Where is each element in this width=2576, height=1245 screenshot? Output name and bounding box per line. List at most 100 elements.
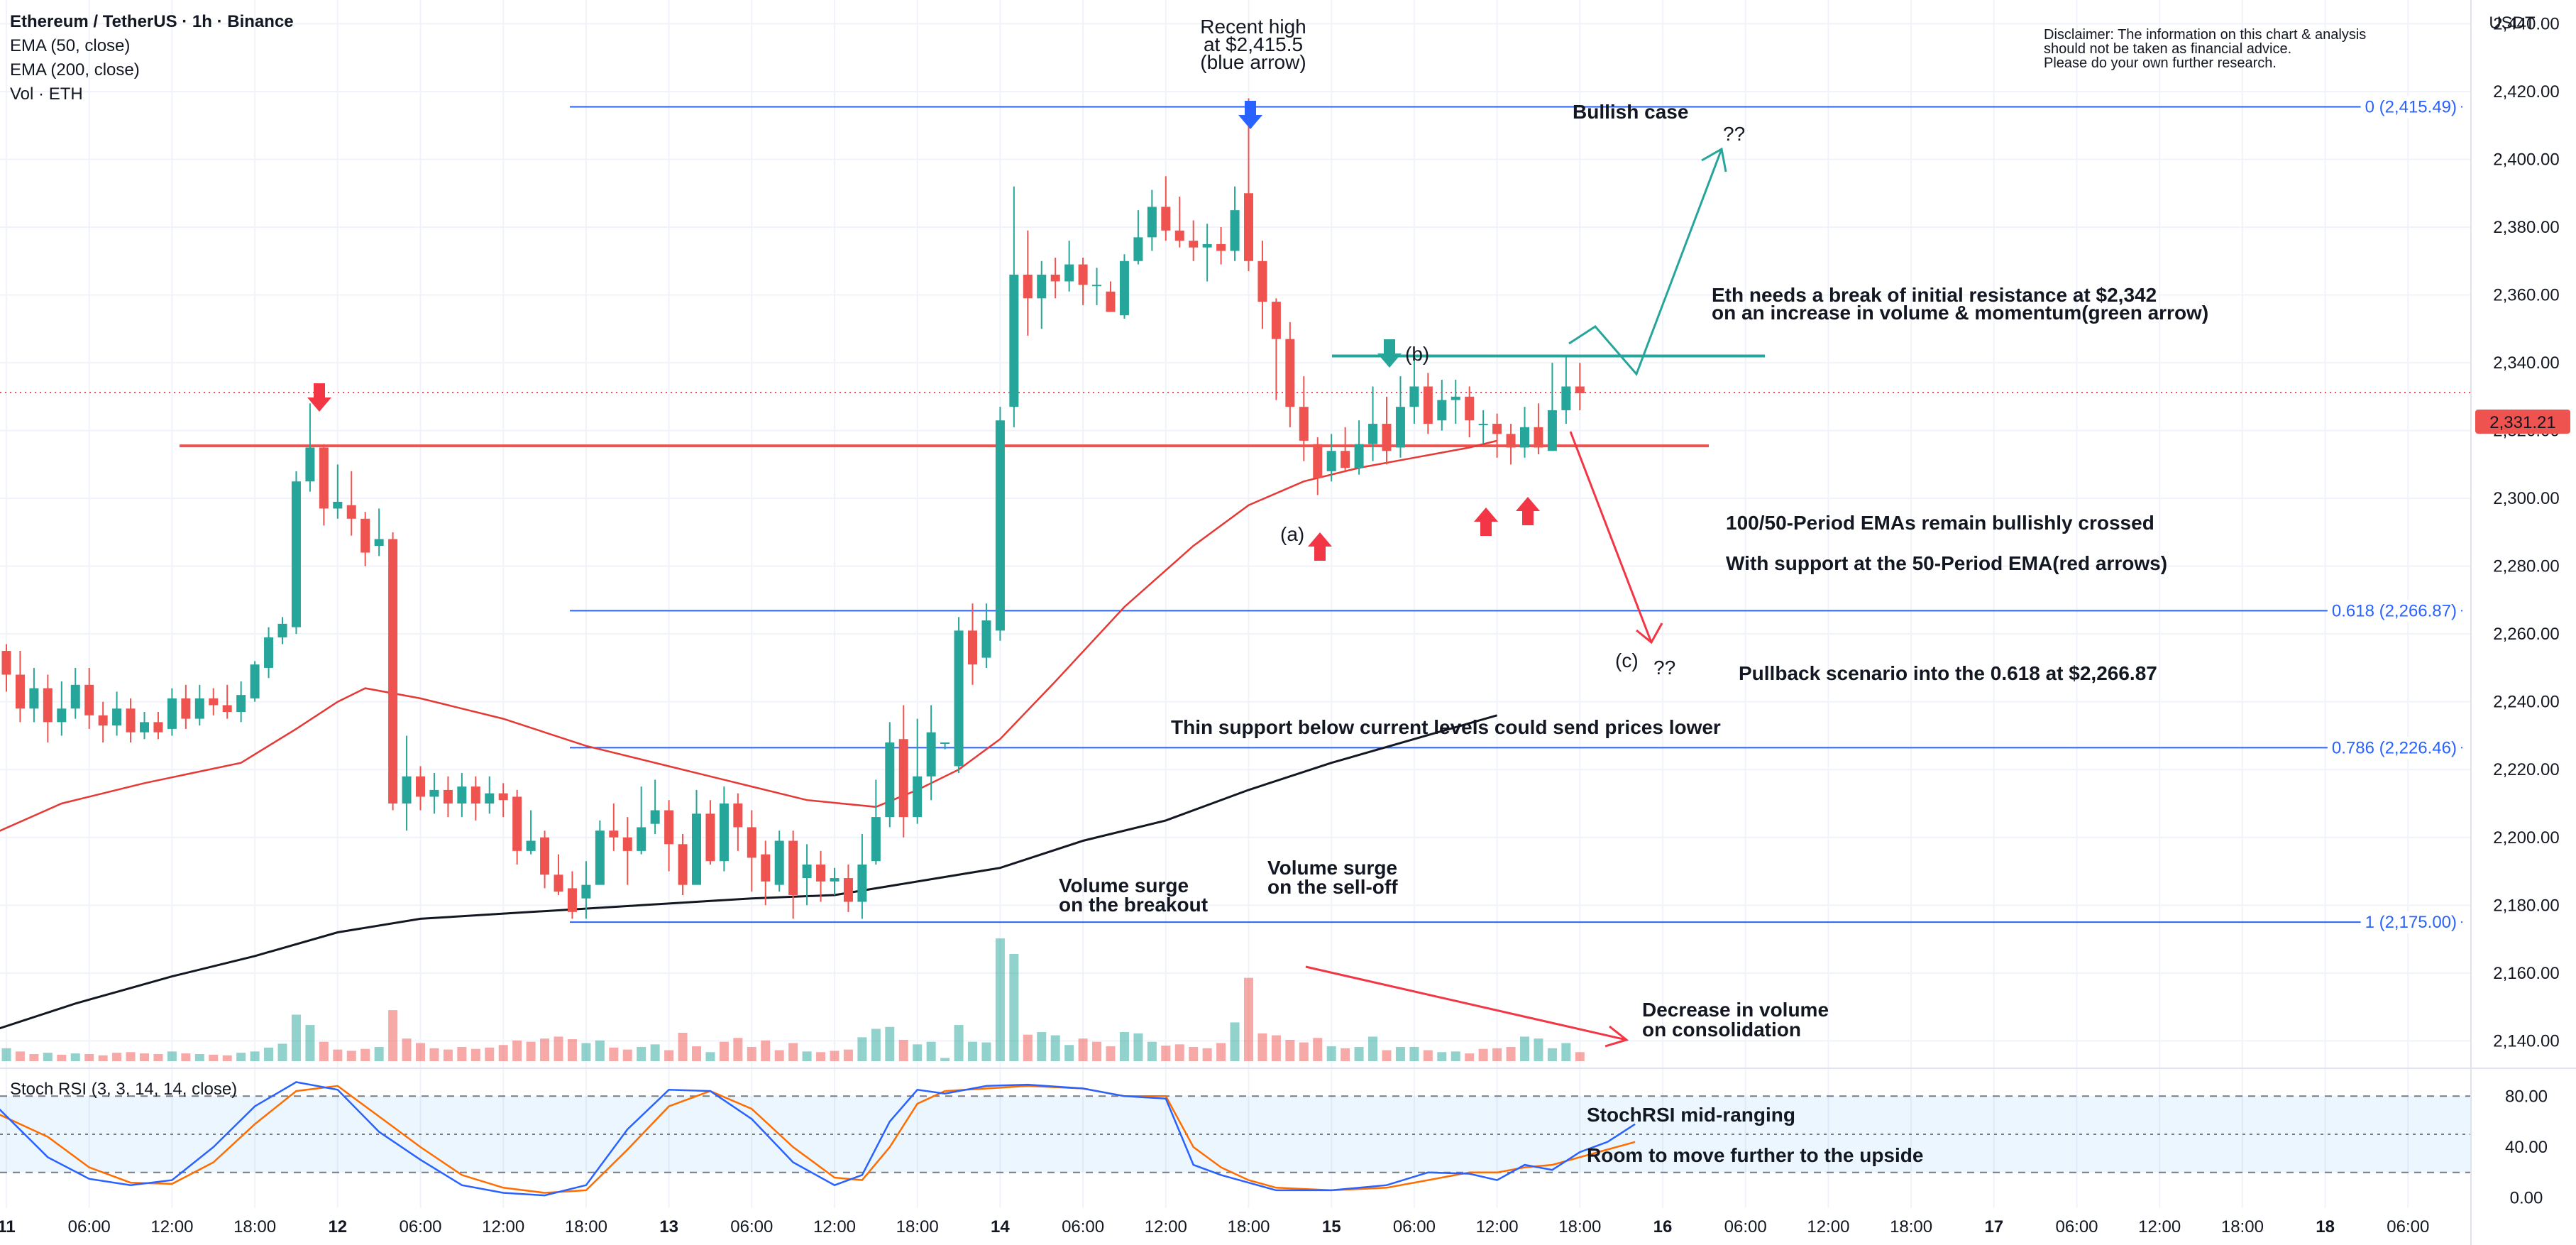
fib-label: 0 (2,415.49): [2365, 98, 2457, 117]
candle-body: [678, 844, 688, 885]
volume-bar: [250, 1051, 260, 1061]
candle-body: [181, 698, 191, 719]
currency-label: USDT: [2489, 13, 2536, 33]
time-tick-label: 14: [991, 1217, 1010, 1236]
price-tick-label: 2,160.00: [2493, 964, 2559, 983]
candle-body: [1561, 386, 1571, 410]
volume-bar: [57, 1054, 67, 1061]
volume-bar: [719, 1041, 729, 1061]
time-tick-label: 06:00: [1062, 1217, 1104, 1236]
volume-bar: [416, 1043, 425, 1061]
candle-body: [1023, 274, 1033, 299]
volume-bar: [1216, 1043, 1226, 1061]
volume-bar: [954, 1025, 964, 1061]
candle-body: [1382, 424, 1392, 451]
volume-bar: [1368, 1036, 1378, 1061]
volume-bar: [291, 1014, 301, 1061]
candle-body: [968, 630, 977, 665]
candle-body: [1202, 243, 1212, 248]
volume-selloff-line-2: on the sell-off: [1267, 876, 1398, 898]
candle-body: [360, 518, 370, 553]
candle-body: [43, 688, 53, 723]
time-tick-label: 13: [659, 1217, 678, 1236]
volume-selloff-line-1: Volume surge: [1267, 857, 1397, 879]
volume-bar: [1244, 977, 1253, 1061]
volume-bar: [1147, 1041, 1157, 1061]
candle-body: [526, 840, 536, 851]
volume-bar: [429, 1048, 439, 1061]
candle-body: [333, 501, 343, 509]
stoch-tick-label: 80.00: [2505, 1087, 2548, 1106]
green-arrow-down-icon: [1377, 339, 1402, 368]
candle-body: [443, 789, 453, 804]
candle-body: [733, 803, 743, 828]
candle-body: [747, 827, 756, 858]
bearish-question-label: ??: [1653, 657, 1675, 679]
volume-bar: [526, 1041, 536, 1061]
price-tick-label: 2,340.00: [2493, 353, 2559, 373]
red-arrow-up-icon: [1516, 497, 1540, 525]
candle-body: [1037, 274, 1047, 299]
volume-bar: [1534, 1038, 1543, 1061]
time-tick-label: 06:00: [2387, 1217, 2429, 1236]
volume-bars: [1, 938, 1585, 1061]
volume-bar: [1326, 1046, 1336, 1061]
red-arrow-up-icon: [1474, 508, 1498, 536]
ema50-line: [0, 439, 1497, 832]
volume-bar: [470, 1048, 480, 1061]
candle-body: [1492, 424, 1502, 434]
volume-bar: [871, 1029, 881, 1061]
time-tick-label: 12:00: [1476, 1217, 1519, 1236]
volume-bar: [84, 1053, 94, 1061]
thin-support-note: Thin support below current levels could …: [1171, 716, 1721, 738]
candle-body: [650, 810, 660, 824]
volume-bar: [264, 1047, 274, 1061]
candle-body: [1326, 451, 1336, 471]
volume-bar: [15, 1051, 25, 1061]
volume-bar: [43, 1053, 53, 1061]
volume-bar: [222, 1055, 232, 1061]
volume-bar: [1506, 1046, 1516, 1061]
candle-body: [774, 840, 784, 885]
candle-body: [29, 688, 39, 709]
volume-bar: [402, 1038, 412, 1061]
volume-bar: [388, 1010, 398, 1061]
volume-decrease-line-1: Decrease in volume: [1642, 999, 1829, 1021]
volume-bar: [1451, 1051, 1460, 1061]
ema-cross-note: 100/50-Period EMAs remain bullishly cros…: [1726, 512, 2154, 534]
volume-bar: [29, 1053, 39, 1061]
price-tick-label: 2,420.00: [2493, 82, 2559, 102]
stoch-tick-label: 40.00: [2505, 1138, 2548, 1157]
volume-bar: [1, 1048, 11, 1061]
volume-bar: [1257, 1033, 1267, 1061]
red-arrow-up-icon: [1308, 532, 1332, 561]
volume-bar: [788, 1043, 798, 1061]
time-tick-label: 15: [1322, 1217, 1341, 1236]
volume-bar: [1547, 1048, 1557, 1061]
volume-bar: [1230, 1022, 1240, 1061]
candle-body: [1506, 434, 1516, 448]
time-tick-label: 12:00: [1807, 1217, 1849, 1236]
volume-bar: [540, 1038, 550, 1061]
candle-body: [761, 854, 771, 882]
candles: [1, 98, 1585, 919]
volume-bar: [1561, 1043, 1571, 1061]
volume-bar: [1299, 1042, 1309, 1061]
price-tick-label: 2,240.00: [2493, 693, 2559, 712]
volume-bar: [1285, 1039, 1295, 1061]
resistance-note-line-2: on an increase in volume & momentum(gree…: [1712, 302, 2208, 324]
candle-body: [1354, 444, 1364, 468]
candle-body: [1423, 386, 1433, 424]
candle-body: [1189, 241, 1199, 248]
candle-body: [995, 420, 1005, 631]
candle-body: [84, 684, 94, 715]
candle-body: [98, 715, 108, 726]
volume-bar: [816, 1052, 826, 1061]
volume-decrease-line-2: on consolidation: [1642, 1019, 1801, 1041]
time-tick-label: 06:00: [1724, 1217, 1767, 1236]
time-tick-label: 18: [2316, 1217, 2335, 1236]
candle-body: [1119, 260, 1129, 316]
candle-body: [1147, 207, 1157, 238]
candle-body: [1244, 193, 1253, 261]
